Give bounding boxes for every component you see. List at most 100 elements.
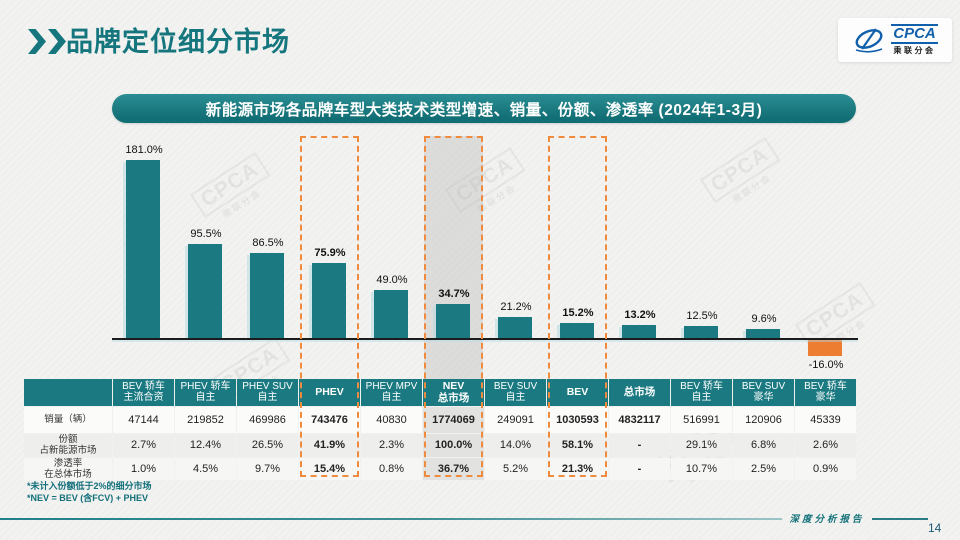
table-cell: 1.0% xyxy=(113,457,174,481)
table-row: 渗透率 在总体市场 1.0% 4.5% 9.7% 15.4% 0.8% 36.7% 5.2% 21… xyxy=(24,457,856,481)
table-cell: 2.6% xyxy=(795,433,856,457)
footer-divider-right xyxy=(872,518,928,520)
column-header: BEV SUV 自主 xyxy=(485,379,546,406)
table-cell: 0.9% xyxy=(795,457,856,481)
table-cell: 5.2% xyxy=(485,457,546,481)
table-cell: 45339 xyxy=(795,406,856,433)
bar-value-label: 15.2% xyxy=(562,307,594,319)
chart-bar xyxy=(250,253,284,338)
page-number: 14 xyxy=(928,521,942,535)
table-cell: 4832117 xyxy=(609,406,670,433)
table-cell: 2.7% xyxy=(113,433,174,457)
bar-value-label: 75.9% xyxy=(314,247,346,259)
chart-bar xyxy=(498,317,532,338)
table-cell: 2.5% xyxy=(733,457,794,481)
column-header: 总市场 xyxy=(609,379,670,406)
page-title: 品牌定位细分市场 xyxy=(66,27,290,57)
table-cell: 469986 xyxy=(237,406,298,433)
chevron-right-icon xyxy=(28,29,46,54)
bar-value-label: 181.0% xyxy=(125,144,163,156)
footer-report-label: 深度分析报告 xyxy=(789,515,865,525)
footer-divider-left xyxy=(0,518,782,520)
table-cell: 9.7% xyxy=(237,457,298,481)
table-cell: 743476 xyxy=(299,406,360,433)
table-cell: 219852 xyxy=(175,406,236,433)
bar-value-label: 86.5% xyxy=(252,237,284,249)
table-cell: 249091 xyxy=(485,406,546,433)
column-header: PHEV 轿车 自主 xyxy=(175,379,236,406)
column-header: BEV SUV 豪华 xyxy=(733,379,794,406)
bar-value-label: 49.0% xyxy=(376,274,408,286)
table-cell: 6.8% xyxy=(733,433,794,457)
table-cell: 29.1% xyxy=(671,433,732,457)
bar-value-label: 13.2% xyxy=(624,309,656,321)
table-cell: 120906 xyxy=(733,406,794,433)
chart-bar xyxy=(436,304,470,338)
chart-bar xyxy=(560,323,594,338)
table-cell: 58.1% xyxy=(547,433,608,457)
bar-value-label: 9.6% xyxy=(751,313,777,325)
table-cell: 0.8% xyxy=(361,457,422,481)
bar-value-label: 34.7% xyxy=(438,288,470,300)
chart-bar xyxy=(808,340,842,356)
table-cell: - xyxy=(609,457,670,481)
column-header: PHEV SUV 自主 xyxy=(237,379,298,406)
table-corner-cell xyxy=(24,379,112,406)
double-chevron-icon xyxy=(28,29,66,54)
table-cell: 1774069 xyxy=(423,406,484,433)
cpca-logo-subtitle: 乘联分会 xyxy=(893,45,936,55)
chart-bar xyxy=(374,290,408,338)
bar-value-label: -16.0% xyxy=(808,359,844,371)
table-cell: 21.3% xyxy=(547,457,608,481)
chart-bar xyxy=(126,160,160,338)
table-cell: - xyxy=(609,433,670,457)
table-cell: 10.7% xyxy=(671,457,732,481)
cpca-logo: CPCA 乘联分会 xyxy=(838,18,952,62)
highlight-shade xyxy=(424,136,483,379)
footnotes: *未计入份额低于2%的细分市场 *NEV = BEV (含FCV) + PHEV xyxy=(27,480,152,504)
column-header: BEV 轿车 豪华 xyxy=(795,379,856,406)
table-cell: 1030593 xyxy=(547,406,608,433)
table-cell: 100.0% xyxy=(423,433,484,457)
footnote-2: *NEV = BEV (含FCV) + PHEV xyxy=(27,493,149,504)
bar-value-label: 95.5% xyxy=(190,228,222,240)
chart-x-axis xyxy=(112,338,858,340)
table-cell: 15.4% xyxy=(299,457,360,481)
cpca-logo-text: CPCA xyxy=(891,24,938,44)
column-header: BEV 轿车 自主 xyxy=(671,379,732,406)
table-cell: 26.5% xyxy=(237,433,298,457)
bar-value-label: 21.2% xyxy=(500,301,532,313)
chart-bar xyxy=(312,263,346,338)
table-cell: 47144 xyxy=(113,406,174,433)
market-table: BEV 轿车 主流合资 PHEV 轿车 自主 PHEV SUV 自主 PHEV PHEV MP… xyxy=(23,378,857,481)
table-cell: 516991 xyxy=(671,406,732,433)
column-header: BEV 轿车 主流合资 xyxy=(113,379,174,406)
chart-bar xyxy=(188,244,222,338)
row-header: 渗透率 在总体市场 xyxy=(24,457,112,481)
table-cell: 14.0% xyxy=(485,433,546,457)
table-cell: 40830 xyxy=(361,406,422,433)
column-header: PHEV MPV 自主 xyxy=(361,379,422,406)
chart-bar xyxy=(684,326,718,338)
chart-bar xyxy=(622,325,656,338)
table-cell: 2.3% xyxy=(361,433,422,457)
table-cell: 4.5% xyxy=(175,457,236,481)
table-cell: 12.4% xyxy=(175,433,236,457)
table-row: 份额 占新能源市场 2.7% 12.4% 26.5% 41.9% 2.3% 100.0% 14.… xyxy=(24,433,856,457)
table-cell: 36.7% xyxy=(423,457,484,481)
column-header: NEV 总市场 xyxy=(423,379,484,406)
chart-title-banner: 新能源市场各品牌车型大类技术类型增速、销量、份额、渗透率 (2024年1-3月) xyxy=(112,94,856,123)
chart-bar xyxy=(746,329,780,338)
column-header: BEV xyxy=(547,379,608,406)
table-cell: 41.9% xyxy=(299,433,360,457)
bar-value-label: 12.5% xyxy=(686,310,718,322)
footnote-1: *未计入份额低于2%的细分市场 xyxy=(27,481,152,491)
table-row: 销量（辆） 47144 219852 469986 743476 40830 1774069… xyxy=(24,406,856,433)
cpca-swoosh-icon xyxy=(855,28,883,53)
row-header: 销量（辆） xyxy=(24,406,112,433)
column-header: PHEV xyxy=(299,379,360,406)
